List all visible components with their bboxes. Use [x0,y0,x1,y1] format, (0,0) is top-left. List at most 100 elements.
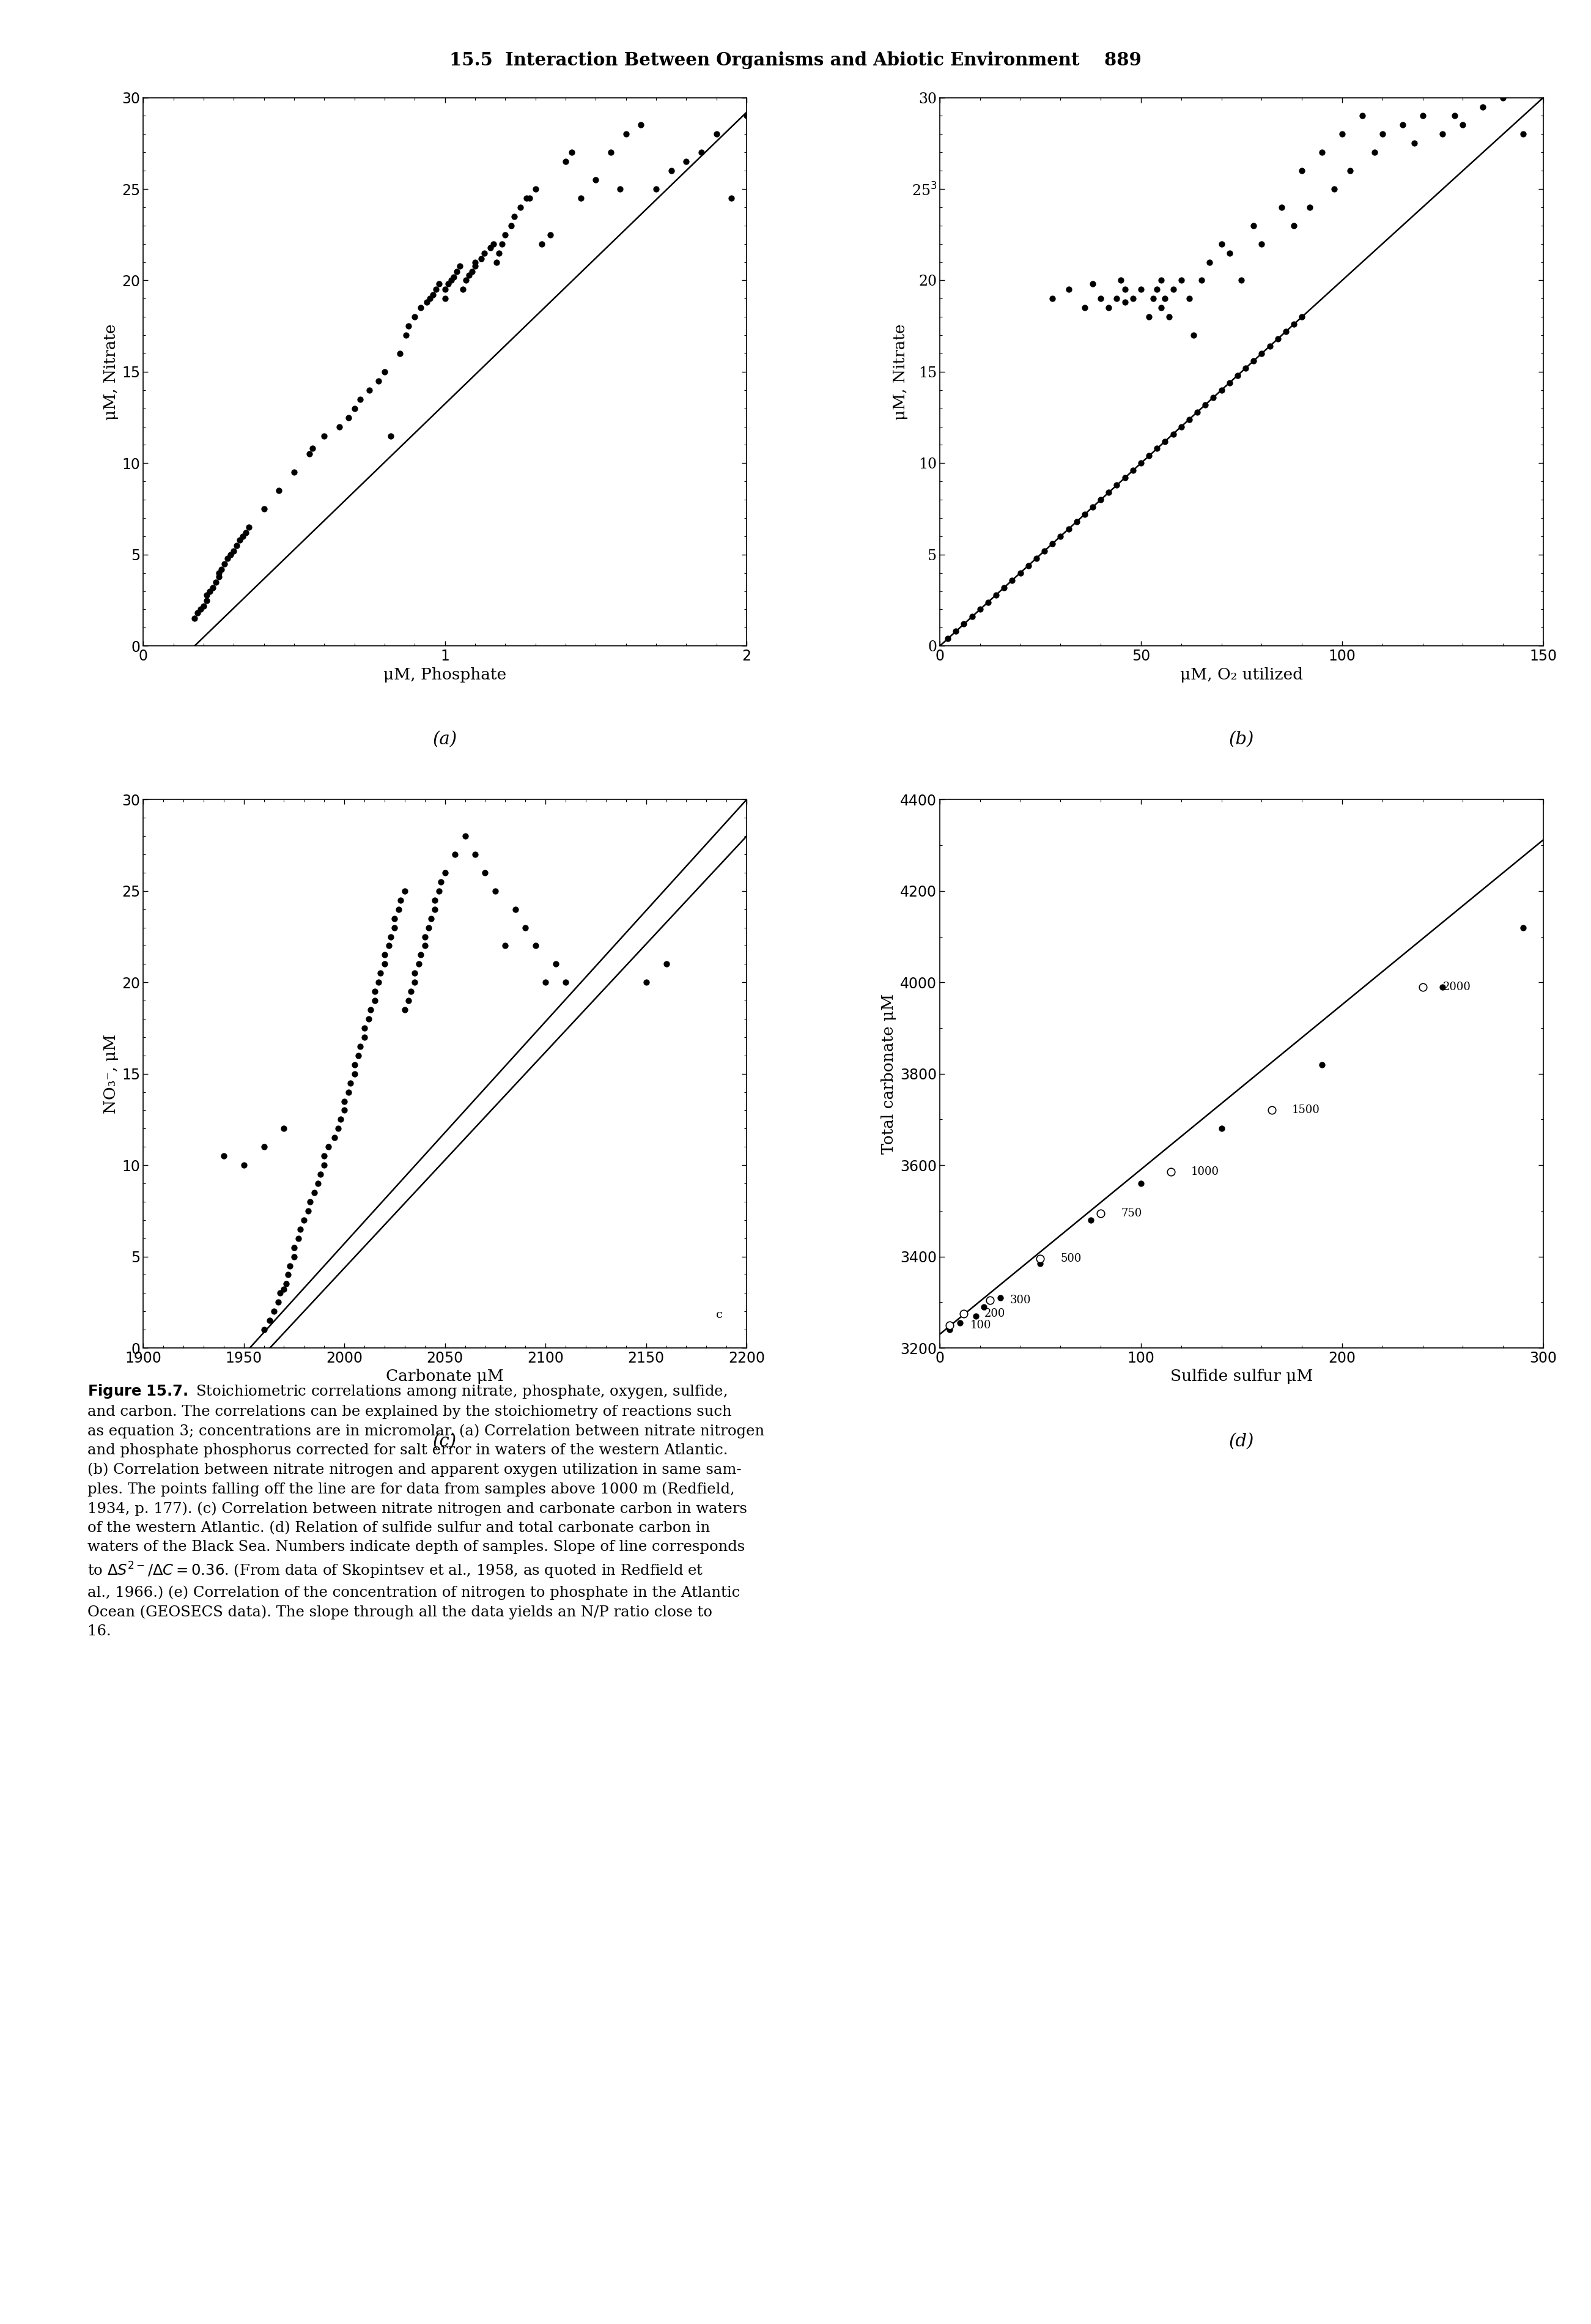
Point [277,1248,302,1285]
Point [1144,430,1169,467]
Point [388,881,414,918]
Point [1470,88,1496,125]
Point [1201,379,1227,416]
Point [387,890,412,927]
Point [194,576,220,614]
Point [673,144,698,181]
Point [1104,467,1130,504]
Text: (a): (a) [433,732,457,748]
Point [379,418,404,456]
Point [441,258,466,295]
Point [983,576,1009,614]
X-axis label: μM, Phosphate: μM, Phosphate [383,667,506,683]
Point [391,990,417,1027]
Point [1144,272,1169,309]
Point [471,235,496,272]
Point [1330,116,1356,153]
Point [301,1174,326,1211]
Point [512,909,538,946]
Point [482,871,508,909]
Point [1104,281,1130,318]
Point [336,400,361,437]
Point [396,307,422,344]
Text: 1000: 1000 [1192,1167,1219,1178]
Point [372,353,398,390]
Point [1015,546,1041,583]
Point [208,551,234,588]
Point [689,135,714,172]
Point [361,974,387,1011]
Point [379,918,404,955]
Point [1031,532,1056,569]
Point [412,927,438,964]
Point [221,532,247,569]
Point [447,246,473,284]
Point [382,899,407,937]
Point [1136,297,1161,335]
Point [1228,263,1254,300]
Point [1168,409,1193,446]
Point [224,528,250,565]
Point [366,363,391,400]
Point [204,562,229,600]
Point [215,539,240,576]
Point [1309,1046,1335,1083]
Point [936,621,961,658]
Text: 1500: 1500 [1292,1104,1321,1116]
Text: 100: 100 [971,1320,991,1332]
Point [336,1074,361,1111]
Point [1088,481,1114,518]
Point [1152,423,1177,460]
Point [1080,265,1106,302]
Point [235,509,261,546]
Point [1023,539,1048,576]
Point [407,288,433,325]
Y-axis label: μM, Nitrate: μM, Nitrate [893,323,908,421]
Point [312,1136,337,1174]
Point [438,263,463,300]
Point [947,1304,972,1341]
Point [1257,328,1282,365]
Point [1265,321,1290,358]
Point [1217,235,1243,272]
Point [398,974,423,1011]
Point [1322,170,1348,207]
Point [1297,188,1322,225]
Point [1510,116,1535,153]
Point [1309,135,1335,172]
Point [1225,358,1251,395]
Point [326,1111,352,1148]
Point [218,537,243,574]
Point [251,490,277,528]
Point [1441,98,1467,135]
Point [1270,188,1295,225]
Point [1096,288,1122,325]
Point [654,946,679,983]
Point [433,272,458,309]
Point [453,263,479,300]
Point [1281,207,1306,244]
Point [1072,495,1098,532]
Point [348,1027,374,1064]
X-axis label: Carbonate μM: Carbonate μM [387,1369,504,1385]
Point [1157,297,1182,335]
Point [417,909,442,946]
Point [1088,281,1114,318]
Point [1430,969,1456,1006]
Text: $\bf{Figure\ 15.7.}$ Stoichiometric correlations among nitrate, phosphate, oxyge: $\bf{Figure\ 15.7.}$ Stoichiometric corr… [88,1383,764,1638]
Point [1048,518,1074,555]
Text: 200: 200 [985,1308,1006,1320]
Point [266,472,291,509]
Point [433,853,458,890]
Point [528,225,554,263]
Point [963,1297,988,1334]
Point [417,281,442,318]
Point [396,983,422,1020]
Point [628,107,654,144]
Point [403,297,428,335]
Point [463,837,488,874]
Point [943,614,969,651]
Point [972,1287,998,1325]
Point [326,409,352,446]
Point [1196,244,1222,281]
